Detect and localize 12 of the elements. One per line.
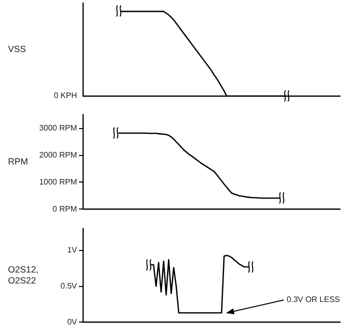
y-tick-label: 1V xyxy=(67,246,78,255)
y-axis-title: O2S12, O2S22 xyxy=(8,264,39,286)
y-tick-label: 0.5V xyxy=(60,281,78,290)
annotation: 0.3V OR LESS xyxy=(286,294,340,304)
y-tick-label: 0V xyxy=(67,317,78,326)
y-tick-label: 3000 RPM xyxy=(39,123,78,132)
text: 0 KPH xyxy=(54,91,78,100)
y-tick-label: 2000 RPM xyxy=(39,150,78,160)
y-axis-title: VSS xyxy=(8,44,26,54)
y-tick-label: 0 RPM xyxy=(52,204,78,214)
y-tick-label: 1000 RPM xyxy=(39,177,78,186)
y-axis-title: RPM xyxy=(8,156,28,166)
